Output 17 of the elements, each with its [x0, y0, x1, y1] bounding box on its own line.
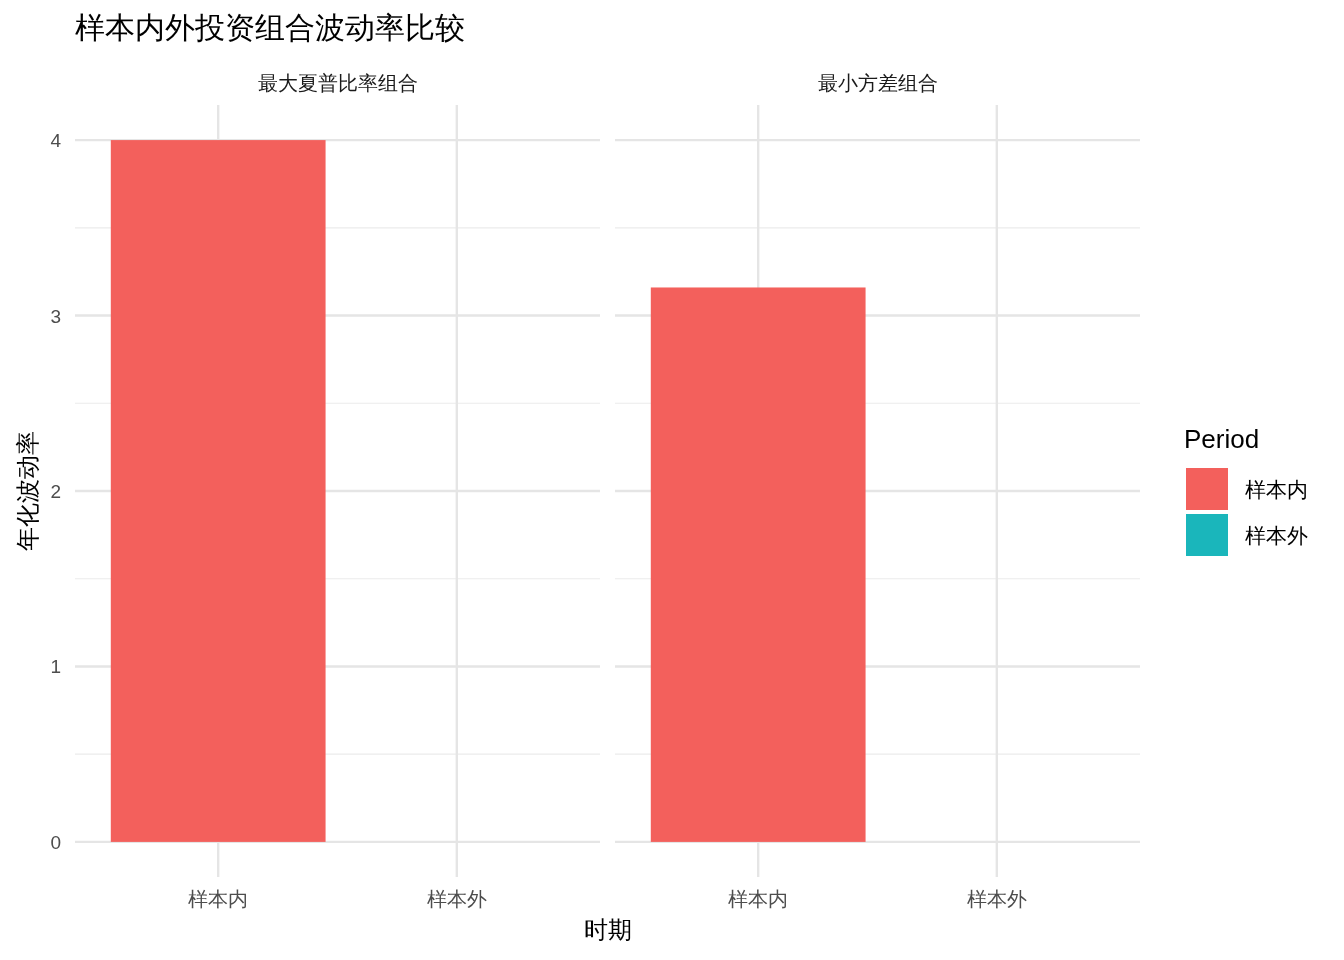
x-tick-label: 样本内: [728, 888, 789, 910]
chart-subtitle: 最小方差组合: [817, 72, 938, 94]
chart-subtitle: 最大夏普比率组合: [257, 72, 418, 94]
legend-title: Period: [1184, 424, 1260, 454]
y-tick-label: 3: [50, 305, 61, 327]
x-tick-label: 样本外: [426, 888, 487, 910]
x-tick-label: 样本外: [966, 888, 1027, 910]
y-tick-label: 1: [50, 656, 61, 678]
y-axis-title: 年化波动率: [14, 431, 41, 551]
chart-title: 样本内外投资组合波动率比较: [75, 11, 465, 44]
x-axis-title: 时期: [583, 916, 632, 943]
y-tick-label: 0: [50, 831, 61, 853]
y-tick-label: 4: [50, 130, 62, 152]
y-tick-label: 2: [50, 481, 61, 502]
legend-label: 样本内: [1245, 478, 1308, 501]
x-tick-label: 样本内: [188, 888, 249, 910]
legend-label: 样本外: [1245, 524, 1308, 547]
